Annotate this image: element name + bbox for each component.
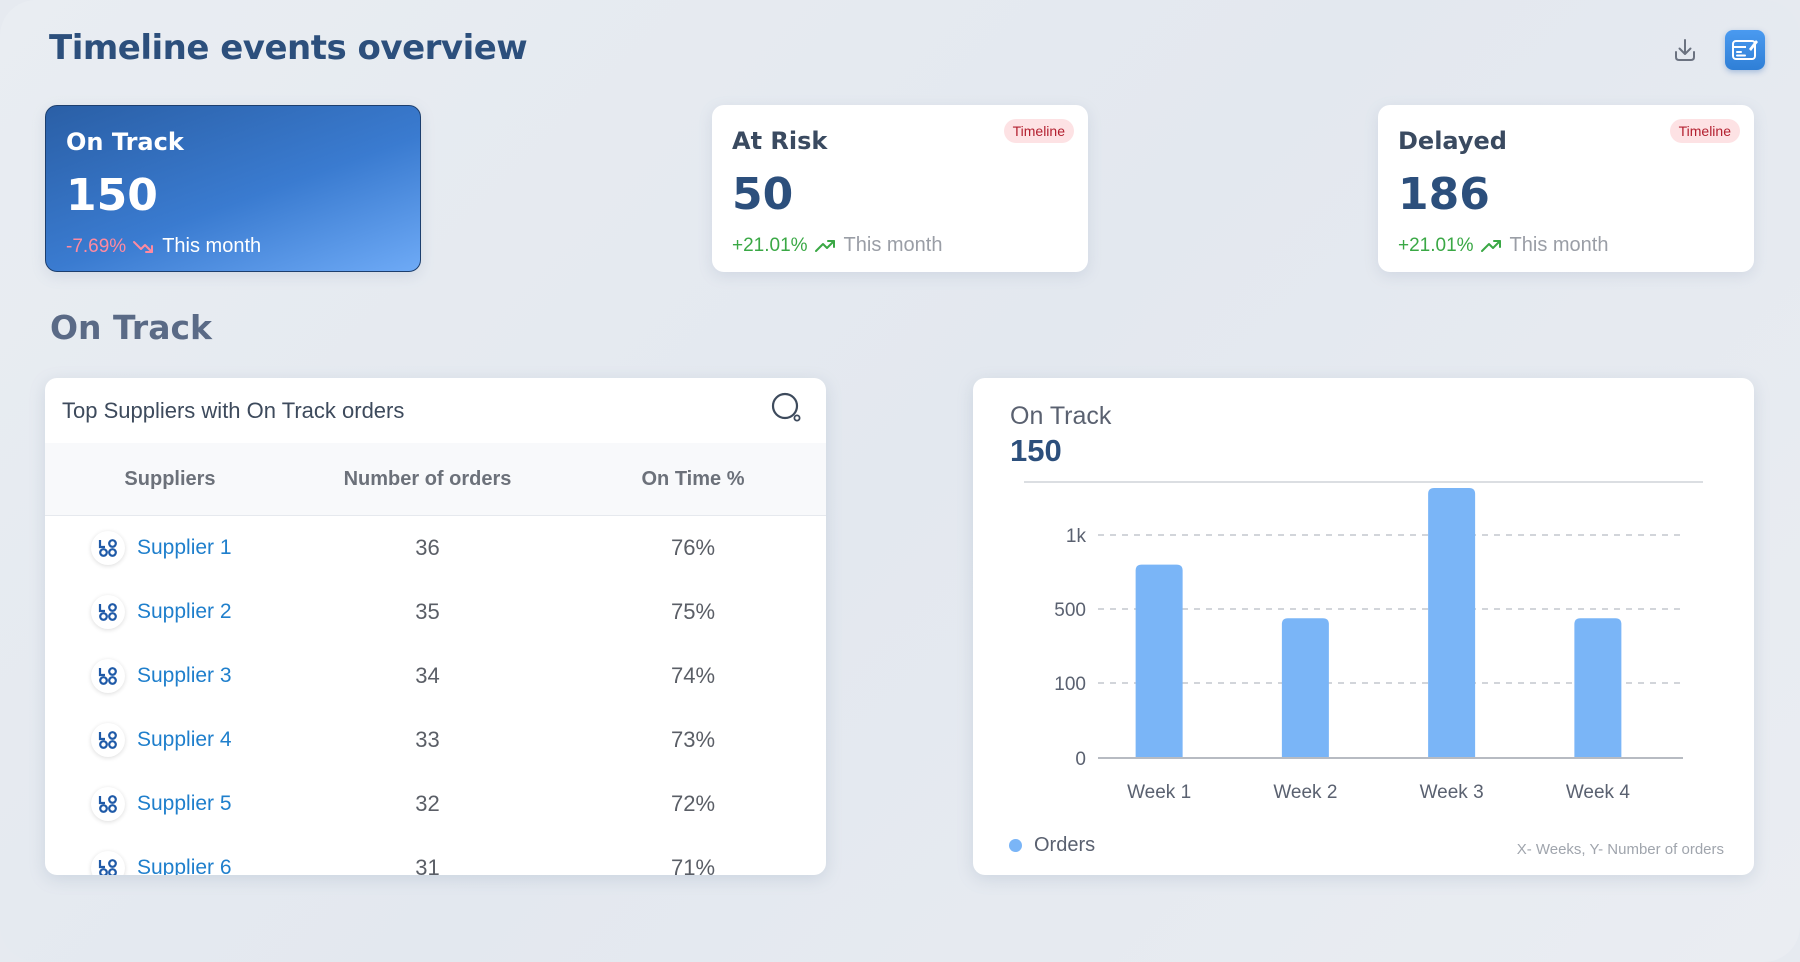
- card-label: Delayed: [1398, 127, 1507, 155]
- table-row[interactable]: Supplier 5 32 72%: [45, 772, 826, 836]
- supplier-cell: Supplier 3: [45, 659, 295, 693]
- card-footer: +21.01% This month: [1398, 234, 1734, 257]
- search-icon: [771, 392, 801, 422]
- card-period: This month: [162, 235, 262, 257]
- supplier-logo-icon: [91, 787, 125, 821]
- download-icon: [1675, 39, 1695, 61]
- orders-cell: 35: [415, 599, 440, 624]
- download-button[interactable]: [1665, 30, 1705, 70]
- orders-cell: 36: [415, 535, 440, 560]
- y-tick-label: 100: [1054, 674, 1086, 695]
- chart-bar[interactable]: [1281, 618, 1329, 758]
- table-column-headers: Suppliers Number of orders On Time %: [45, 443, 826, 516]
- top-actions: [1665, 30, 1765, 70]
- table-row[interactable]: Supplier 1 36 76%: [45, 516, 826, 580]
- supplier-logo-icon: [91, 595, 125, 629]
- table-row[interactable]: Supplier 4 33 73%: [45, 708, 826, 772]
- timeline-badge: Timeline: [1003, 119, 1074, 143]
- supplier-logo-icon: [91, 531, 125, 565]
- supplier-link[interactable]: Supplier 3: [137, 664, 232, 687]
- legend-label: Orders: [1034, 834, 1096, 856]
- card-value: 50: [732, 169, 794, 220]
- chart-bar[interactable]: [1428, 488, 1476, 758]
- on-time-cell: 71%: [670, 855, 716, 875]
- chart-panel-value: 150: [1010, 433, 1062, 468]
- supplier-link[interactable]: Supplier 2: [137, 600, 232, 623]
- on-time-cell: 76%: [670, 535, 716, 560]
- table-row[interactable]: Supplier 3 34 74%: [45, 644, 826, 708]
- orders-cell: 33: [415, 727, 440, 752]
- card-delta: +21.01%: [1398, 234, 1474, 256]
- card-delta: +21.01%: [732, 234, 808, 256]
- chart-legend[interactable]: Orders: [1009, 834, 1095, 857]
- supplier-link[interactable]: Supplier 5: [137, 792, 232, 815]
- orders-chart-panel: On Track 150 0 100 500 1k Week 1 Week 2 Week 3…: [973, 378, 1754, 875]
- card-delta: -7.69%: [66, 235, 127, 257]
- x-tick-label: Week 2: [1273, 782, 1337, 803]
- supplier-cell: Supplier 1: [45, 531, 295, 565]
- orders-cell: 32: [415, 791, 440, 816]
- supplier-link[interactable]: Supplier 1: [137, 536, 232, 559]
- trend-down-icon: [133, 240, 154, 253]
- section-title: On Track: [50, 308, 212, 347]
- y-tick-label: 0: [1075, 749, 1086, 770]
- timeline-badge: Timeline: [1669, 119, 1740, 143]
- edit-card-icon: [1732, 40, 1758, 60]
- card-value: 150: [66, 170, 158, 221]
- card-on-track[interactable]: On Track 150 -7.69% This month: [45, 105, 421, 272]
- column-header-orders[interactable]: Number of orders: [343, 467, 512, 490]
- axis-note: X- Weeks, Y- Number of orders: [1516, 841, 1724, 858]
- card-at-risk[interactable]: Timeline At Risk 50 +21.01% This month: [712, 105, 1088, 272]
- card-delayed[interactable]: Timeline Delayed 186 +21.01% This month: [1378, 105, 1754, 272]
- column-header-on-time[interactable]: On Time %: [641, 467, 745, 490]
- table-title: Top Suppliers with On Track orders: [62, 397, 405, 423]
- on-time-cell: 75%: [670, 599, 716, 624]
- legend-swatch: [1009, 839, 1022, 852]
- card-value: 186: [1398, 169, 1490, 220]
- on-time-cell: 73%: [670, 727, 716, 752]
- card-period: This month: [843, 234, 943, 256]
- column-header-suppliers[interactable]: Suppliers: [124, 467, 216, 490]
- y-tick-label: 500: [1054, 600, 1086, 621]
- x-tick-label: Week 4: [1566, 782, 1631, 803]
- page-title: Timeline events overview: [49, 28, 528, 68]
- supplier-link[interactable]: Supplier 6: [137, 856, 232, 875]
- supplier-logo-icon: [91, 851, 125, 875]
- supplier-logo-icon: [91, 723, 125, 757]
- orders-cell: 31: [415, 855, 440, 875]
- supplier-link[interactable]: Supplier 4: [137, 728, 232, 751]
- y-tick-label: 1k: [1066, 526, 1087, 547]
- card-period: This month: [1509, 234, 1609, 256]
- supplier-cell: Supplier 2: [45, 595, 295, 629]
- trend-up-icon: [1480, 239, 1501, 252]
- on-time-cell: 72%: [670, 791, 716, 816]
- on-time-cell: 74%: [670, 663, 716, 688]
- table-body[interactable]: Supplier 1 36 76% Supplier 2 35 75% Supplier 3…: [45, 516, 826, 875]
- table-header-bar: Top Suppliers with On Track orders: [45, 378, 826, 443]
- search-button[interactable]: [770, 391, 804, 430]
- card-footer: +21.01% This month: [732, 234, 1068, 257]
- card-label: On Track: [66, 128, 184, 156]
- supplier-logo-icon: [91, 659, 125, 693]
- trend-up-icon: [814, 239, 835, 252]
- supplier-cell: Supplier 6: [45, 851, 295, 875]
- table-row[interactable]: Supplier 2 35 75%: [45, 580, 826, 644]
- suppliers-table-panel: Top Suppliers with On Track orders Suppl…: [45, 378, 826, 875]
- chart-panel-label: On Track: [1010, 402, 1112, 430]
- x-tick-label: Week 3: [1420, 782, 1484, 803]
- card-label: At Risk: [732, 127, 828, 155]
- supplier-cell: Supplier 4: [45, 723, 295, 757]
- chart-bar[interactable]: [1574, 618, 1622, 758]
- chart-bar[interactable]: [1135, 564, 1183, 758]
- edit-card-button[interactable]: [1725, 30, 1765, 70]
- orders-bar-chart: 0 100 500 1k Week 1 Week 2 Week 3 Week 4: [1024, 481, 1703, 803]
- supplier-cell: Supplier 5: [45, 787, 295, 821]
- orders-cell: 34: [415, 663, 440, 688]
- table-row[interactable]: Supplier 6 31 71%: [45, 836, 826, 875]
- card-footer: -7.69% This month: [66, 235, 400, 258]
- x-tick-label: Week 1: [1127, 782, 1191, 803]
